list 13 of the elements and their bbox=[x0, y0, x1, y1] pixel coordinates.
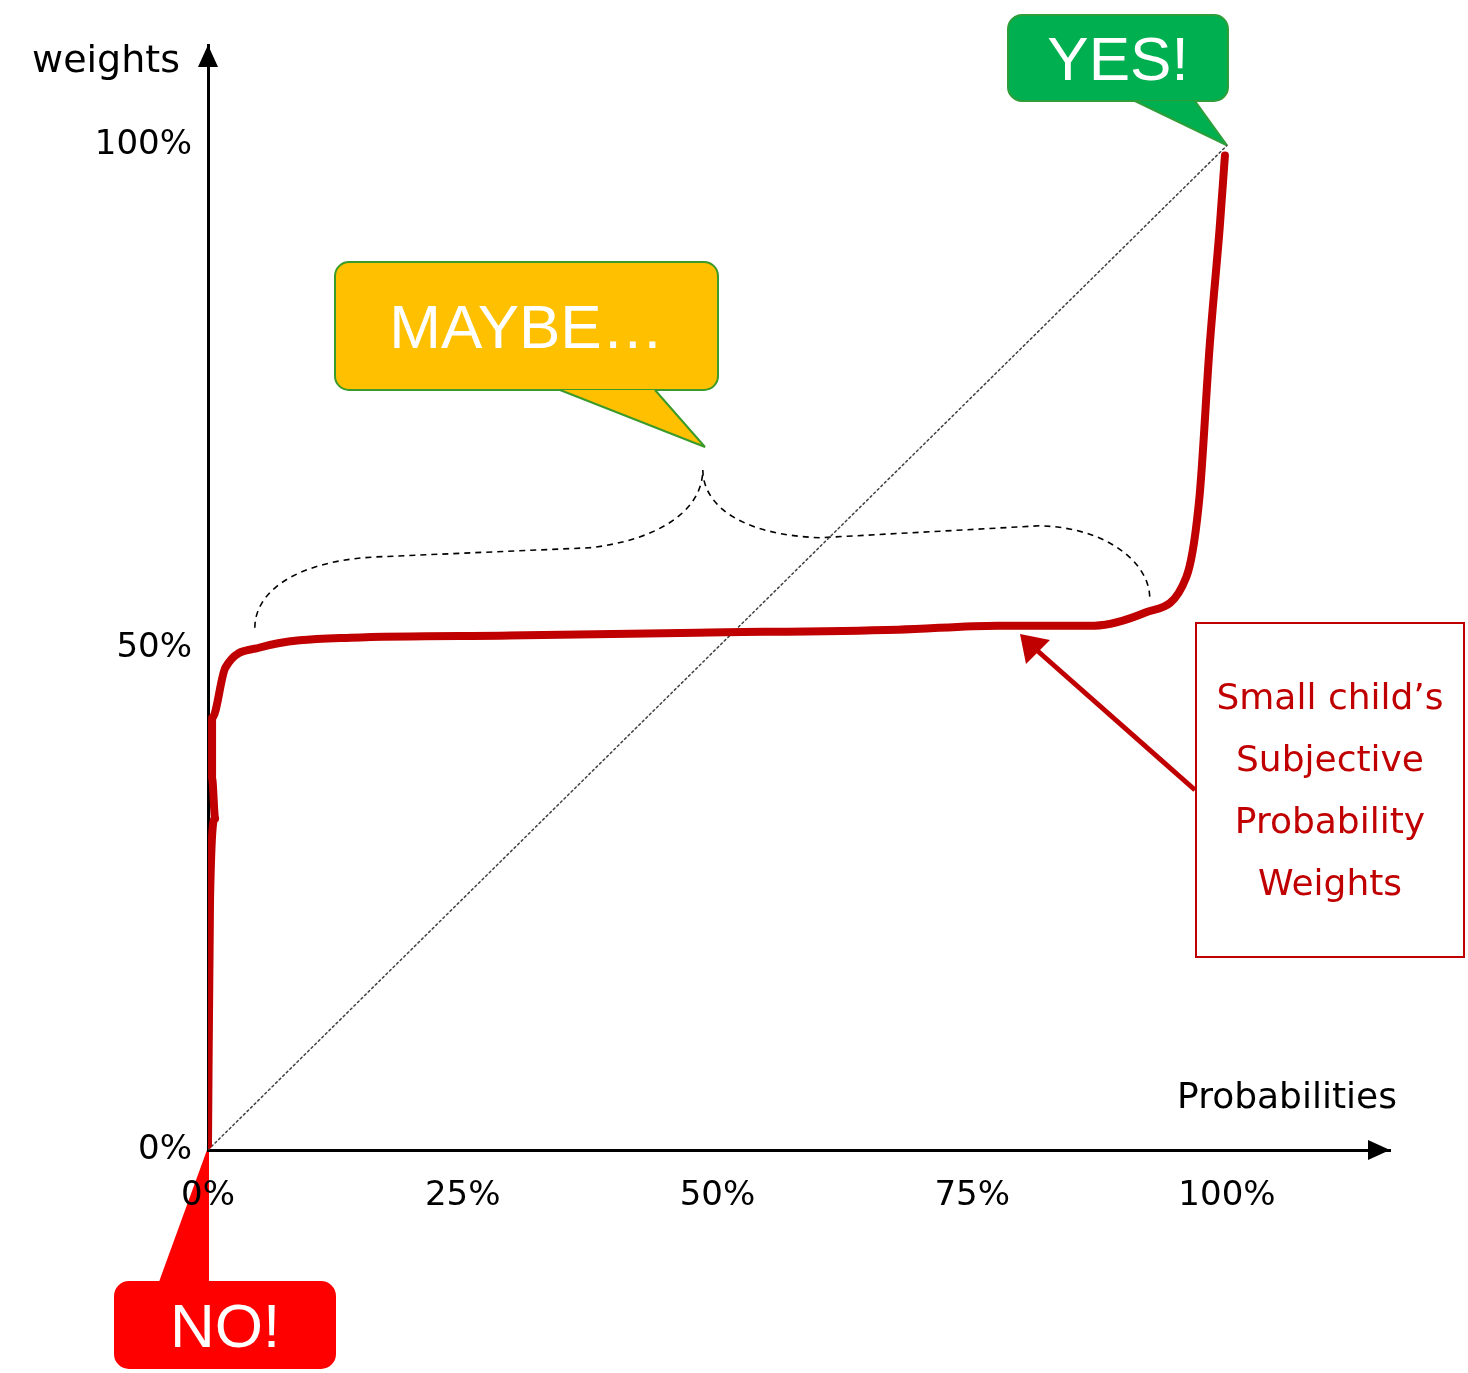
x-axis-title: Probabilities bbox=[1177, 1075, 1397, 1116]
text: Small child’s Subjective Probability Weights bbox=[1195, 622, 1465, 958]
x-tick-label: 100% bbox=[1178, 1173, 1276, 1214]
annotation: YES! bbox=[1008, 15, 1228, 101]
x-tick-label: 25% bbox=[424, 1173, 501, 1214]
x-tick-label: 50% bbox=[679, 1173, 756, 1214]
y-tick-label: 100% bbox=[94, 122, 192, 163]
y-tick-label: 0% bbox=[138, 1126, 192, 1167]
annotation: NO! bbox=[115, 1282, 335, 1368]
annotation: MAYBE… bbox=[335, 262, 718, 390]
x-tick-label: 75% bbox=[934, 1173, 1011, 1214]
y-tick-label: 50% bbox=[116, 624, 192, 665]
y-axis-title: weights bbox=[32, 37, 180, 81]
